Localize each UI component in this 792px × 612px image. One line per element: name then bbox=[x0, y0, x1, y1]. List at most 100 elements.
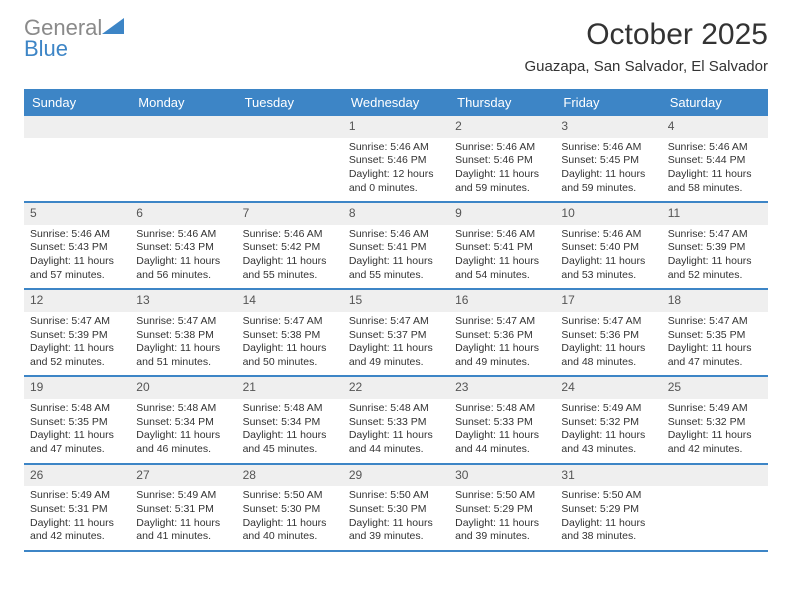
day-body: Sunrise: 5:47 AMSunset: 5:38 PMDaylight:… bbox=[130, 312, 236, 376]
daylight-text: Daylight: 11 hours and 54 minutes. bbox=[455, 255, 549, 282]
calendar-day: 20Sunrise: 5:48 AMSunset: 5:34 PMDayligh… bbox=[130, 377, 236, 462]
day-body: Sunrise: 5:47 AMSunset: 5:37 PMDaylight:… bbox=[343, 312, 449, 376]
day-body: Sunrise: 5:50 AMSunset: 5:30 PMDaylight:… bbox=[343, 486, 449, 550]
sunset-text: Sunset: 5:33 PM bbox=[455, 416, 549, 430]
logo-text: General Blue bbox=[24, 18, 124, 60]
sunset-text: Sunset: 5:36 PM bbox=[455, 329, 549, 343]
day-number: 7 bbox=[237, 203, 343, 225]
day-body: Sunrise: 5:50 AMSunset: 5:29 PMDaylight:… bbox=[449, 486, 555, 550]
daylight-text: Daylight: 11 hours and 52 minutes. bbox=[668, 255, 762, 282]
daylight-text: Daylight: 11 hours and 38 minutes. bbox=[561, 517, 655, 544]
calendar-day: 14Sunrise: 5:47 AMSunset: 5:38 PMDayligh… bbox=[237, 290, 343, 375]
day-number: 31 bbox=[555, 465, 661, 487]
calendar-week: 5Sunrise: 5:46 AMSunset: 5:43 PMDaylight… bbox=[24, 203, 768, 290]
daylight-text: Daylight: 11 hours and 56 minutes. bbox=[136, 255, 230, 282]
day-body: Sunrise: 5:47 AMSunset: 5:39 PMDaylight:… bbox=[24, 312, 130, 376]
sunset-text: Sunset: 5:31 PM bbox=[30, 503, 124, 517]
calendar-grid: Sunday Monday Tuesday Wednesday Thursday… bbox=[24, 89, 768, 552]
sunrise-text: Sunrise: 5:50 AM bbox=[349, 489, 443, 503]
day-body: Sunrise: 5:46 AMSunset: 5:40 PMDaylight:… bbox=[555, 225, 661, 289]
day-number: 23 bbox=[449, 377, 555, 399]
sunrise-text: Sunrise: 5:46 AM bbox=[561, 141, 655, 155]
sunset-text: Sunset: 5:41 PM bbox=[349, 241, 443, 255]
sunrise-text: Sunrise: 5:46 AM bbox=[561, 228, 655, 242]
day-body: Sunrise: 5:47 AMSunset: 5:36 PMDaylight:… bbox=[555, 312, 661, 376]
sunrise-text: Sunrise: 5:47 AM bbox=[455, 315, 549, 329]
day-number: 6 bbox=[130, 203, 236, 225]
day-number: 29 bbox=[343, 465, 449, 487]
day-body: Sunrise: 5:46 AMSunset: 5:46 PMDaylight:… bbox=[343, 138, 449, 202]
calendar-week: 19Sunrise: 5:48 AMSunset: 5:35 PMDayligh… bbox=[24, 377, 768, 464]
sunrise-text: Sunrise: 5:46 AM bbox=[455, 141, 549, 155]
sunset-text: Sunset: 5:43 PM bbox=[30, 241, 124, 255]
daylight-text: Daylight: 11 hours and 41 minutes. bbox=[136, 517, 230, 544]
sunrise-text: Sunrise: 5:49 AM bbox=[668, 402, 762, 416]
calendar-day: 13Sunrise: 5:47 AMSunset: 5:38 PMDayligh… bbox=[130, 290, 236, 375]
day-number: 30 bbox=[449, 465, 555, 487]
day-number: 2 bbox=[449, 116, 555, 138]
day-number: 8 bbox=[343, 203, 449, 225]
header: General Blue October 2025 Guazapa, San S… bbox=[24, 18, 768, 75]
daylight-text: Daylight: 11 hours and 49 minutes. bbox=[455, 342, 549, 369]
daylight-text: Daylight: 11 hours and 44 minutes. bbox=[349, 429, 443, 456]
day-body bbox=[130, 138, 236, 147]
sunset-text: Sunset: 5:44 PM bbox=[668, 154, 762, 168]
title-block: October 2025 Guazapa, San Salvador, El S… bbox=[525, 18, 769, 75]
day-body: Sunrise: 5:47 AMSunset: 5:36 PMDaylight:… bbox=[449, 312, 555, 376]
sunrise-text: Sunrise: 5:49 AM bbox=[136, 489, 230, 503]
calendar-day: 7Sunrise: 5:46 AMSunset: 5:42 PMDaylight… bbox=[237, 203, 343, 288]
day-body: Sunrise: 5:48 AMSunset: 5:35 PMDaylight:… bbox=[24, 399, 130, 463]
sunset-text: Sunset: 5:31 PM bbox=[136, 503, 230, 517]
day-number: 15 bbox=[343, 290, 449, 312]
calendar-day: 17Sunrise: 5:47 AMSunset: 5:36 PMDayligh… bbox=[555, 290, 661, 375]
calendar-day: 5Sunrise: 5:46 AMSunset: 5:43 PMDaylight… bbox=[24, 203, 130, 288]
sunrise-text: Sunrise: 5:46 AM bbox=[30, 228, 124, 242]
day-body: Sunrise: 5:49 AMSunset: 5:31 PMDaylight:… bbox=[130, 486, 236, 550]
sunrise-text: Sunrise: 5:48 AM bbox=[349, 402, 443, 416]
calendar-week: 1Sunrise: 5:46 AMSunset: 5:46 PMDaylight… bbox=[24, 116, 768, 203]
sunset-text: Sunset: 5:46 PM bbox=[455, 154, 549, 168]
day-body: Sunrise: 5:46 AMSunset: 5:41 PMDaylight:… bbox=[343, 225, 449, 289]
day-body: Sunrise: 5:46 AMSunset: 5:41 PMDaylight:… bbox=[449, 225, 555, 289]
calendar-day: 11Sunrise: 5:47 AMSunset: 5:39 PMDayligh… bbox=[662, 203, 768, 288]
dayhead-fri: Friday bbox=[555, 89, 661, 116]
calendar-day: 30Sunrise: 5:50 AMSunset: 5:29 PMDayligh… bbox=[449, 465, 555, 550]
calendar-day: 25Sunrise: 5:49 AMSunset: 5:32 PMDayligh… bbox=[662, 377, 768, 462]
sunrise-text: Sunrise: 5:47 AM bbox=[243, 315, 337, 329]
sunset-text: Sunset: 5:46 PM bbox=[349, 154, 443, 168]
sunrise-text: Sunrise: 5:47 AM bbox=[668, 315, 762, 329]
dayhead-sun: Sunday bbox=[24, 89, 130, 116]
calendar-day: 26Sunrise: 5:49 AMSunset: 5:31 PMDayligh… bbox=[24, 465, 130, 550]
day-body bbox=[237, 138, 343, 147]
day-number: 26 bbox=[24, 465, 130, 487]
sunset-text: Sunset: 5:34 PM bbox=[136, 416, 230, 430]
calendar-day: 15Sunrise: 5:47 AMSunset: 5:37 PMDayligh… bbox=[343, 290, 449, 375]
calendar-day: 9Sunrise: 5:46 AMSunset: 5:41 PMDaylight… bbox=[449, 203, 555, 288]
calendar-day: 6Sunrise: 5:46 AMSunset: 5:43 PMDaylight… bbox=[130, 203, 236, 288]
sunset-text: Sunset: 5:38 PM bbox=[243, 329, 337, 343]
weeks-container: 1Sunrise: 5:46 AMSunset: 5:46 PMDaylight… bbox=[24, 116, 768, 552]
day-body: Sunrise: 5:49 AMSunset: 5:32 PMDaylight:… bbox=[555, 399, 661, 463]
daylight-text: Daylight: 11 hours and 51 minutes. bbox=[136, 342, 230, 369]
day-number: 12 bbox=[24, 290, 130, 312]
sunset-text: Sunset: 5:41 PM bbox=[455, 241, 549, 255]
sunrise-text: Sunrise: 5:50 AM bbox=[561, 489, 655, 503]
day-number: 25 bbox=[662, 377, 768, 399]
day-body: Sunrise: 5:46 AMSunset: 5:46 PMDaylight:… bbox=[449, 138, 555, 202]
day-number bbox=[24, 116, 130, 138]
calendar-day: 16Sunrise: 5:47 AMSunset: 5:36 PMDayligh… bbox=[449, 290, 555, 375]
calendar-day: 8Sunrise: 5:46 AMSunset: 5:41 PMDaylight… bbox=[343, 203, 449, 288]
daylight-text: Daylight: 11 hours and 59 minutes. bbox=[561, 168, 655, 195]
day-body: Sunrise: 5:50 AMSunset: 5:29 PMDaylight:… bbox=[555, 486, 661, 550]
dayhead-tue: Tuesday bbox=[237, 89, 343, 116]
day-body: Sunrise: 5:47 AMSunset: 5:35 PMDaylight:… bbox=[662, 312, 768, 376]
day-body: Sunrise: 5:46 AMSunset: 5:43 PMDaylight:… bbox=[24, 225, 130, 289]
day-number: 19 bbox=[24, 377, 130, 399]
day-number bbox=[237, 116, 343, 138]
sunrise-text: Sunrise: 5:49 AM bbox=[561, 402, 655, 416]
day-number: 9 bbox=[449, 203, 555, 225]
day-body: Sunrise: 5:46 AMSunset: 5:43 PMDaylight:… bbox=[130, 225, 236, 289]
sunrise-text: Sunrise: 5:47 AM bbox=[561, 315, 655, 329]
day-number: 10 bbox=[555, 203, 661, 225]
dayhead-wed: Wednesday bbox=[343, 89, 449, 116]
